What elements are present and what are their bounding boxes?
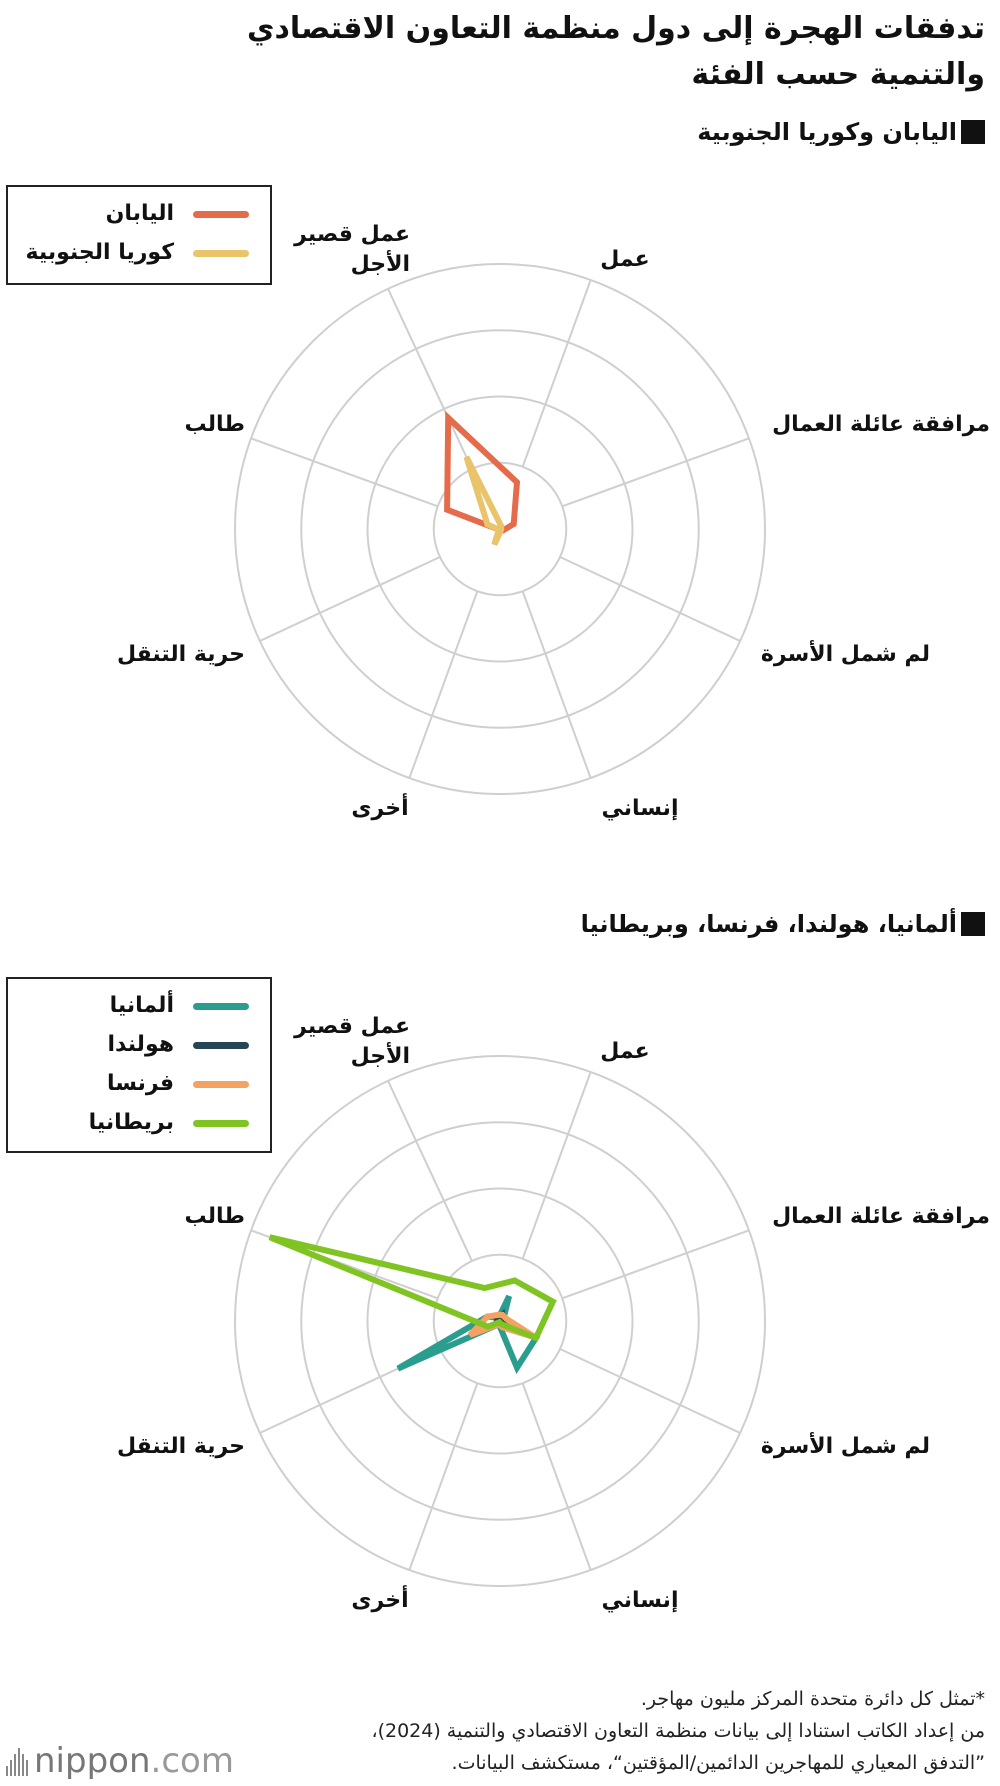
axis-label: مرافقة عائلة العمال [772,1204,990,1229]
footnote-line-2: من إعداد الكاتب استنادا إلى بيانات منظمة… [371,1720,985,1742]
axis-label: أخرى [351,792,408,821]
radar-chart-japan-korea: عمل مرافقة عائلة العمال لم شمل الأسرة إنسان… [117,222,990,821]
logo-bars-icon [6,1746,28,1776]
axis-label: عمل قصير الأجل [293,1014,410,1069]
legend-swatch [193,1120,249,1127]
axis-label: طالب [184,1204,245,1229]
series-كوريا الجنوبية [463,455,505,546]
legend-label: كوريا الجنوبية [25,240,174,265]
legend-item: بريطانيا [8,1108,270,1138]
legend-item: ألمانيا [8,991,270,1021]
logo-name: nippon [34,1741,151,1781]
axis-label: إنساني [602,796,679,821]
grid-spoke [408,1382,479,1571]
grid-spoke [521,1071,592,1260]
page-title: تدفقات الهجرة إلى دول منظمة التعاون الاق… [246,11,985,92]
chart1-heading: اليابان وكوريا الجنوبية [697,118,985,146]
legend-label: فرنسا [107,1071,174,1096]
grid-ring [366,1187,634,1455]
grid-spoke [521,590,592,779]
legend-swatch [193,1042,249,1049]
grid-spoke [408,590,479,779]
axis-label: حرية التنقل [117,642,245,667]
axis-label: طالب [184,412,245,437]
grid-spoke [561,437,750,508]
legend-swatch [193,1003,249,1010]
legend-label: هولندا [107,1032,174,1057]
legend-label: اليابان [105,201,174,226]
footnote-line-3: ”التدفق المعياري للمهاجرين الدائمين/المؤ… [451,1752,985,1774]
legend-swatch [193,1081,249,1088]
heading-square-icon [961,120,985,144]
grid-ring [432,1253,568,1389]
radar-chart-europe: عمل مرافقة عائلة العمال لم شمل الأسرة إنسان… [117,1014,990,1613]
grid-spoke [559,1348,741,1434]
axis-label: لم شمل الأسرة [761,1431,930,1459]
axis-label: إنساني [602,1588,679,1613]
legend-label: ألمانيا [109,993,174,1018]
nippon-logo: nippon .com [6,1741,234,1781]
legend-item: فرنسا [8,1069,270,1099]
chart2-heading: ألمانيا، هولندا، فرنسا، وبريطانيا [581,910,985,938]
grid-ring [234,1055,766,1587]
axis-label: عمل [600,247,649,272]
grid-spoke [561,1229,750,1300]
grid-spoke [387,288,473,470]
heading-square-icon [961,912,985,936]
legend-item: كوريا الجنوبية [8,238,270,268]
axis-label: لم شمل الأسرة [761,639,930,667]
chart1-legend: اليابان كوريا الجنوبية [6,185,272,285]
axis-label: عمل قصير الأجل [293,222,410,277]
axis-label: مرافقة عائلة العمال [772,412,990,437]
grid-ring [366,395,634,663]
grid-ring [234,263,766,795]
chart1-title: اليابان وكوريا الجنوبية [697,118,957,146]
legend-item: هولندا [8,1030,270,1060]
axis-label: أخرى [351,1584,408,1613]
logo-suffix: .com [150,1741,234,1781]
series-بريطانيا [268,1234,557,1342]
grid-spoke [259,556,441,642]
grid-spoke [387,1080,473,1262]
grid-spoke [521,279,592,468]
footnote-line-1: *تمثل كل دائرة متحدة المركز مليون مهاجر. [640,1688,985,1710]
chart2-title: ألمانيا، هولندا، فرنسا، وبريطانيا [580,910,957,938]
axis-label: عمل [600,1039,649,1064]
legend-swatch [193,211,249,218]
legend-label: بريطانيا [88,1110,174,1135]
chart2-legend: ألمانيا هولندا فرنسا بريطانيا [6,977,272,1153]
grid-spoke [559,556,741,642]
grid-spoke [250,437,439,508]
axis-label: حرية التنقل [117,1434,245,1459]
grid-ring [300,329,700,729]
legend-item: اليابان [8,199,270,229]
legend-swatch [193,250,249,257]
grid-ring [300,1121,700,1521]
grid-spoke [521,1382,592,1571]
